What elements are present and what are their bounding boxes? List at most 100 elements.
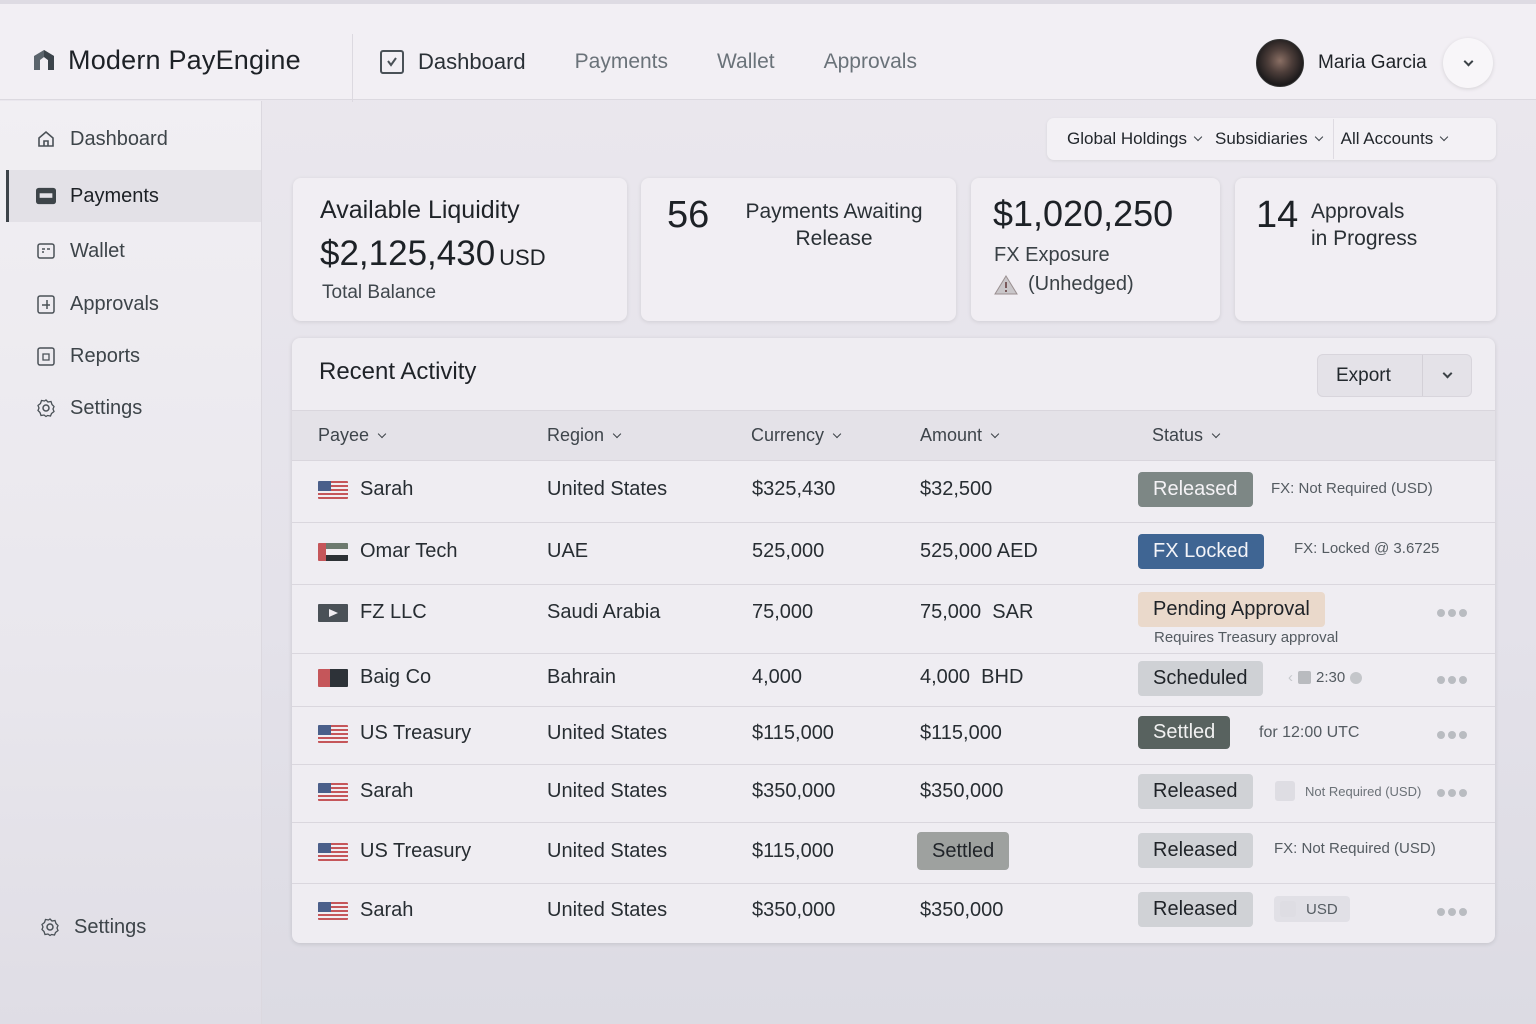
more-actions-button[interactable] (1437, 676, 1467, 684)
sidebar-item-approvals[interactable]: Approvals (6, 278, 261, 330)
payee-name: Sarah (360, 478, 414, 500)
topnav-dashboard[interactable]: Dashboard (380, 49, 526, 75)
currency-chip: USD (1274, 896, 1350, 922)
chevron-down-icon (1193, 132, 1203, 142)
amount-status-badge: Settled (917, 832, 1010, 870)
amount-cell: $350,000 (920, 780, 1004, 802)
table-row[interactable]: Sarah United States $325,430 $32,500 Rel… (292, 461, 1495, 523)
sidebar-item-wallet[interactable]: Wallet (6, 225, 261, 277)
divider (1422, 355, 1423, 396)
more-actions-button[interactable] (1437, 908, 1467, 916)
card-subtitle: Total Balance (322, 282, 437, 303)
recent-activity-panel: Recent Activity Export Payee Region Curr… (292, 338, 1495, 943)
currency-cell: $325,430 (752, 478, 836, 500)
card-available-liquidity[interactable]: Available Liquidity $2,125,430 USD Total … (293, 178, 627, 321)
card-payments-awaiting[interactable]: 56 Payments Awaiting Release (641, 178, 956, 321)
chevron-down-icon (1439, 132, 1449, 142)
column-payee[interactable]: Payee (318, 425, 387, 446)
payee-name: Baig Co (360, 666, 432, 688)
sidebar-item-label: Dashboard (70, 127, 168, 150)
user-menu-button[interactable] (1443, 38, 1493, 88)
sidebar-item-dashboard[interactable]: Dashboard (6, 113, 261, 165)
amount-cell: $350,000 (920, 899, 1004, 921)
payee-name: US Treasury (360, 722, 472, 744)
more-actions-button[interactable] (1437, 731, 1467, 739)
us-flag-icon (318, 842, 348, 861)
divider (352, 34, 353, 102)
sidebar-item-reports[interactable]: Reports (6, 330, 261, 382)
sidebar-item-label: Approvals (70, 292, 159, 315)
filter-label: All Accounts (1340, 129, 1434, 148)
currency-cell: $350,000 (752, 780, 836, 802)
us-flag-icon (318, 782, 348, 801)
currency-cell: $115,000 (752, 840, 834, 862)
table-row[interactable]: Omar Tech UAE 525,000 525,000 AED FX Loc… (292, 523, 1495, 585)
payee-name: FZ LLC (360, 601, 427, 623)
export-button[interactable]: Export (1317, 354, 1472, 397)
filter-bar: Global Holdings Subsidiaries All Account… (1047, 118, 1496, 160)
sidebar-item-settings[interactable]: Settings (6, 382, 261, 434)
export-dropdown-button[interactable] (1423, 368, 1471, 379)
status-badge: Released (1138, 892, 1253, 927)
column-label: Amount (920, 425, 983, 445)
topnav-approvals[interactable]: Approvals (823, 50, 917, 73)
table-row[interactable]: US Treasury United States $115,000 Settl… (292, 823, 1495, 884)
region-cell: UAE (547, 540, 589, 562)
top-bar: Modern PayEngine Dashboard Payments Wall… (0, 0, 1536, 102)
filter-subsidiaries[interactable]: Subsidiaries (1215, 129, 1323, 149)
region-cell: Bahrain (547, 666, 616, 688)
card-approvals-progress[interactable]: 14 Approvals in Progress (1235, 178, 1496, 321)
export-label: Export (1336, 364, 1391, 386)
payee-name: US Treasury (360, 840, 472, 862)
topnav-payments[interactable]: Payments (574, 50, 669, 73)
sidebar-item-label: Settings (70, 396, 143, 419)
brand[interactable]: Modern PayEngine (32, 40, 301, 80)
app-name: Modern PayEngine (68, 44, 301, 75)
sidebar-item-payments[interactable]: Payments (6, 170, 261, 222)
panel-title: Recent Activity (319, 358, 477, 385)
payee-cell: Sarah (318, 899, 413, 922)
topnav-wallet[interactable]: Wallet (717, 50, 775, 73)
column-label: Currency (751, 425, 825, 445)
filter-label: Global Holdings (1067, 129, 1188, 148)
filter-global-holdings[interactable]: Global Holdings (1067, 129, 1203, 149)
chevron-down-icon (1314, 132, 1323, 142)
saudi-flag-icon (318, 603, 348, 622)
chevron-down-icon (1442, 368, 1452, 379)
more-actions-button[interactable] (1437, 609, 1467, 617)
table-row[interactable]: Sarah United States $350,000 $350,000 Re… (292, 765, 1495, 823)
status-badge: Pending Approval (1138, 592, 1325, 627)
user-profile[interactable]: Maria Garcia (1256, 38, 1427, 88)
payee-cell: Omar Tech (318, 540, 457, 563)
card-icon (36, 186, 56, 206)
filter-all-accounts[interactable]: All Accounts (1340, 129, 1449, 149)
region-cell: United States (547, 722, 668, 744)
payee-name: Omar Tech (360, 540, 458, 562)
uae-flag-icon (318, 542, 348, 561)
approval-note: Requires Treasury approval (1154, 629, 1339, 646)
table-row[interactable]: Sarah United States $350,000 $350,000 Re… (292, 884, 1495, 943)
clock-icon (1350, 671, 1363, 684)
column-amount[interactable]: Amount (920, 425, 1000, 446)
column-status[interactable]: Status (1152, 425, 1221, 446)
sidebar-settings-bottom[interactable]: Settings (16, 901, 271, 953)
gear-icon (40, 917, 60, 937)
column-region[interactable]: Region (547, 425, 622, 446)
card-fx-exposure[interactable]: $1,020,250 FX Exposure (Unhedged) (971, 178, 1220, 321)
table-row[interactable]: US Treasury United States $115,000 $115,… (292, 707, 1495, 765)
column-currency[interactable]: Currency (751, 425, 842, 446)
payee-cell: Sarah (318, 780, 413, 803)
card-label: Approvals in Progress (1311, 198, 1417, 252)
payee-cell: FZ LLC (318, 601, 427, 624)
currency-cell: $115,000 (752, 722, 834, 744)
currency-cell: 4,000 (752, 666, 803, 688)
amount-cell: 4,000 BHD (920, 666, 1024, 688)
chevron-down-icon (832, 429, 842, 438)
table-row[interactable]: Baig Co Bahrain 4,000 4,000 BHD Schedule… (292, 654, 1495, 707)
card-title: Available Liquidity (320, 196, 520, 224)
chevron-down-icon (377, 429, 387, 438)
filter-label: Subsidiaries (1215, 129, 1308, 148)
chevron-left-icon[interactable]: ‹ (1288, 669, 1293, 686)
table-row[interactable]: FZ LLC Saudi Arabia 75,000 75,000 SAR Pe… (292, 585, 1495, 654)
more-actions-button[interactable] (1437, 789, 1467, 797)
